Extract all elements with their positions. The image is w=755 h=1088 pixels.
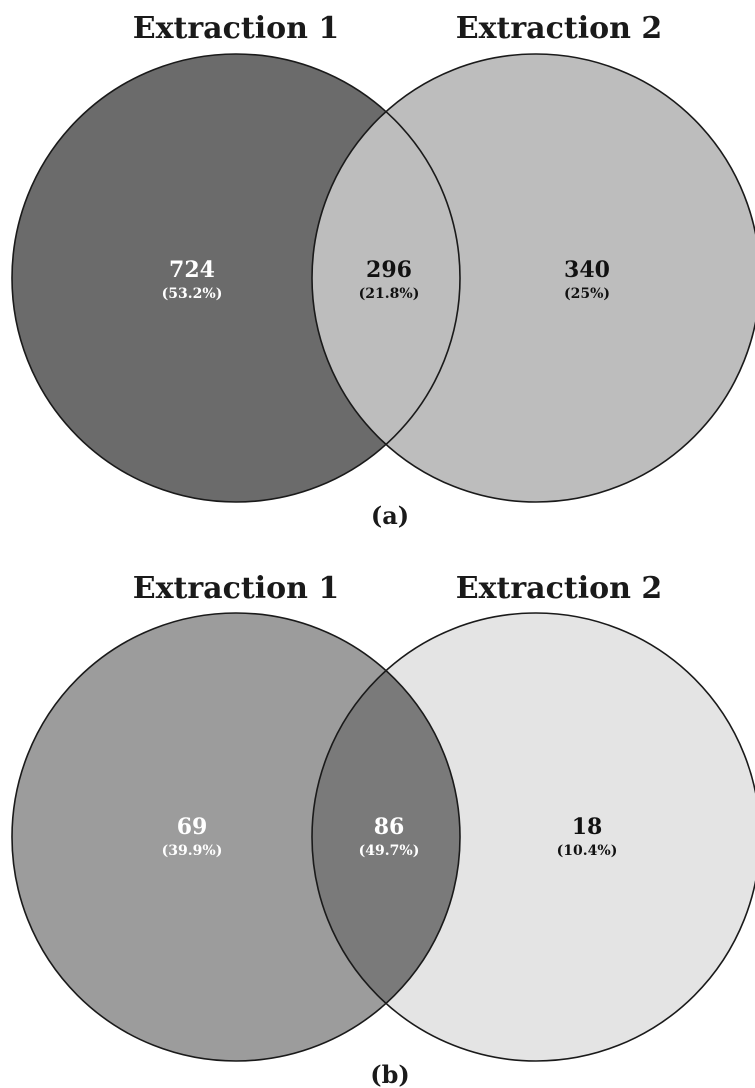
- intersection-count: 86: [374, 814, 405, 840]
- intersection-percent: (21.8%): [359, 286, 420, 302]
- only-a-percent: (53.2%): [162, 286, 223, 302]
- only-a-count: 724: [169, 257, 215, 283]
- set-a-outline: [11, 612, 461, 1062]
- only-b-percent: (10.4%): [557, 843, 618, 859]
- intersection-count: 296: [366, 257, 412, 283]
- intersection-percent: (49.7%): [359, 843, 420, 859]
- only-a-count: 69: [177, 814, 208, 840]
- intersection-region: [312, 54, 460, 502]
- set-a-title: Extraction 1: [133, 11, 340, 46]
- intersection-region: [312, 613, 460, 1061]
- set-b-outline: [311, 612, 755, 1062]
- panel-label: (b): [370, 1060, 410, 1088]
- set-a-outline: [11, 53, 461, 503]
- venn-panel-b: Extraction 1 Extraction 2 69 (39.9%) 86 …: [11, 571, 755, 1088]
- set-b-title: Extraction 2: [456, 571, 663, 606]
- only-a-percent: (39.9%): [162, 843, 223, 859]
- set-b-outline: [311, 53, 755, 503]
- set-b-title: Extraction 2: [456, 11, 663, 46]
- panel-label: (a): [371, 501, 409, 530]
- only-b-percent: (25%): [564, 286, 610, 302]
- venn-panel-a: Extraction 1 Extraction 2 724 (53.2%) 29…: [11, 11, 755, 530]
- only-b-count: 340: [564, 257, 610, 283]
- set-a-title: Extraction 1: [133, 571, 340, 606]
- only-b-count: 18: [572, 814, 603, 840]
